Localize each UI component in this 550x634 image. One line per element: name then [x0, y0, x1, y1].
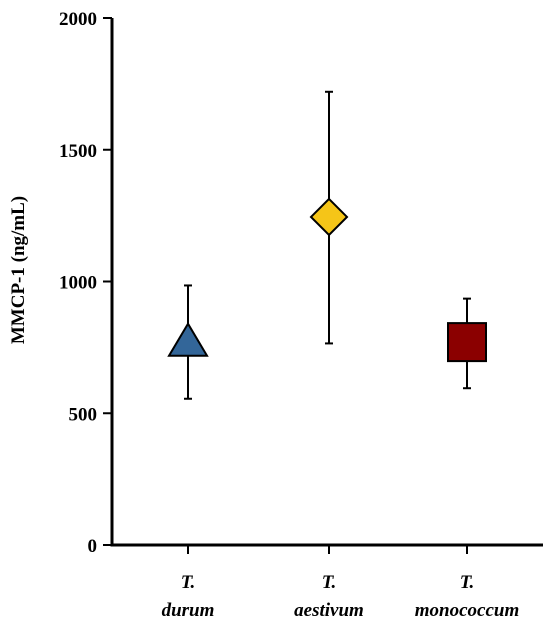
x-category-label: T. [181, 572, 196, 593]
y-tick-label: 1500 [59, 141, 97, 162]
error-bars [184, 90, 471, 400]
x-category-label: T. [322, 572, 337, 593]
y-axis-title-group: MMCP-1 (ng/mL) [8, 196, 29, 344]
x-category-label: T. [460, 572, 475, 593]
y-tick-label: 0 [88, 536, 98, 557]
y-tick-label: 500 [69, 404, 98, 425]
y-tick-label: 2000 [59, 9, 97, 30]
x-category-label: aestivum [294, 600, 364, 621]
data-point-square [447, 322, 487, 363]
data-point-diamond [309, 197, 349, 237]
x-category-label: monococcum [415, 600, 520, 621]
x-category-label: durum [162, 600, 215, 621]
x-labels: T. durum T. aestivum T. monococcum [162, 545, 520, 621]
data-point-triangle [167, 321, 209, 357]
markers [167, 197, 487, 363]
axes [110, 18, 543, 547]
y-ticks: 0 500 1000 1500 2000 [59, 9, 112, 557]
y-axis-title: MMCP-1 (ng/mL) [8, 196, 29, 344]
y-tick-label: 1000 [59, 273, 97, 294]
